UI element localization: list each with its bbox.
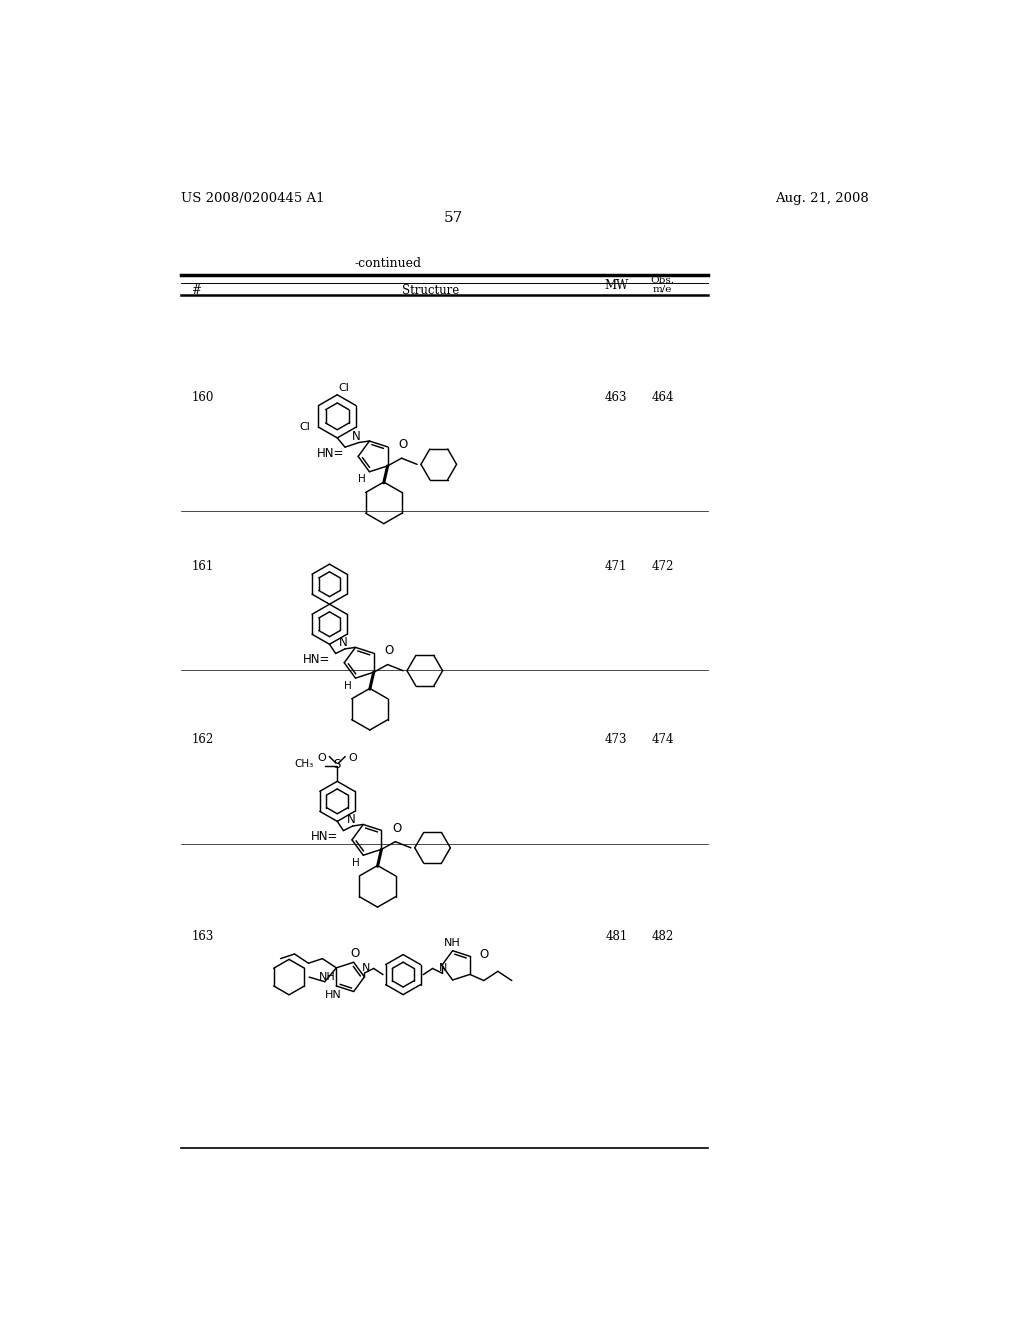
Text: #: #: [191, 284, 202, 297]
Text: 464: 464: [651, 391, 674, 404]
Text: NH: NH: [444, 939, 461, 948]
Text: N: N: [361, 962, 370, 973]
Text: N: N: [347, 813, 355, 826]
Text: N: N: [352, 430, 361, 444]
Text: O: O: [348, 754, 356, 763]
Text: 57: 57: [443, 211, 463, 226]
Text: H: H: [357, 474, 366, 484]
Text: HN=: HN=: [316, 446, 344, 459]
Text: O: O: [317, 754, 327, 763]
Text: Structure: Structure: [401, 284, 459, 297]
Text: O: O: [479, 948, 488, 961]
Text: m/e: m/e: [653, 284, 673, 293]
Text: 482: 482: [651, 929, 674, 942]
Text: HN=: HN=: [303, 653, 331, 667]
Text: H: H: [344, 681, 351, 690]
Text: O: O: [392, 821, 401, 834]
Text: 162: 162: [191, 733, 214, 746]
Text: HN: HN: [325, 990, 342, 1001]
Text: 474: 474: [651, 733, 674, 746]
Text: H: H: [351, 858, 359, 869]
Text: 463: 463: [605, 391, 628, 404]
Text: S: S: [334, 758, 341, 771]
Text: 163: 163: [191, 929, 214, 942]
Text: CH₃: CH₃: [295, 759, 314, 770]
Text: Aug. 21, 2008: Aug. 21, 2008: [775, 191, 869, 205]
Text: O: O: [350, 946, 359, 960]
Text: 473: 473: [605, 733, 628, 746]
Text: 161: 161: [191, 560, 214, 573]
Text: 472: 472: [651, 560, 674, 573]
Text: 471: 471: [605, 560, 628, 573]
Text: Obs.: Obs.: [650, 276, 675, 285]
Text: HN=: HN=: [310, 830, 338, 843]
Text: O: O: [385, 644, 394, 657]
Text: 481: 481: [605, 929, 628, 942]
Text: N: N: [439, 962, 447, 973]
Text: Cl: Cl: [339, 383, 349, 393]
Text: -continued: -continued: [354, 257, 421, 271]
Text: O: O: [398, 438, 408, 451]
Text: MW: MW: [604, 279, 629, 292]
Text: Cl: Cl: [300, 422, 310, 432]
Text: US 2008/0200445 A1: US 2008/0200445 A1: [180, 191, 325, 205]
Text: N: N: [339, 636, 348, 649]
Text: 160: 160: [191, 391, 214, 404]
Text: NH: NH: [318, 972, 336, 982]
